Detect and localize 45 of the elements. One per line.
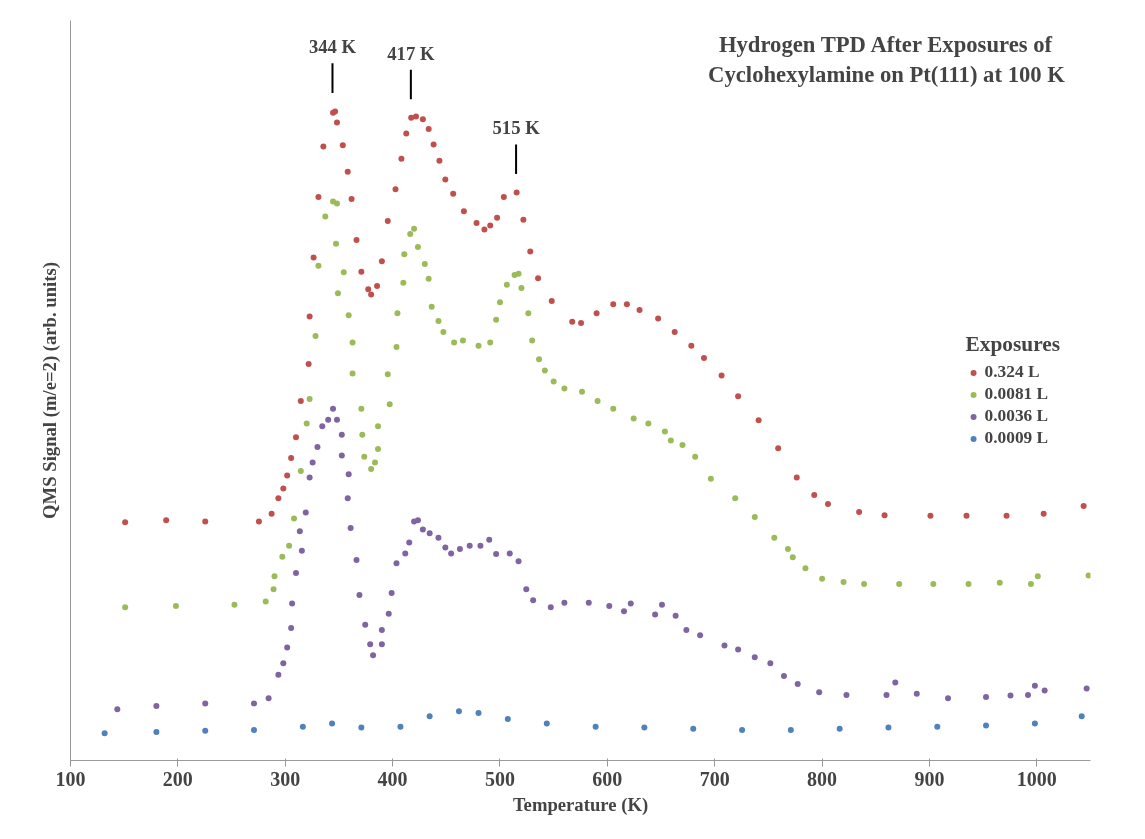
x-tick-label: 1000 <box>1016 767 1057 790</box>
point <box>787 727 794 733</box>
point <box>836 725 843 732</box>
point <box>250 727 257 733</box>
point <box>101 730 108 737</box>
point <box>934 723 941 730</box>
x-tick-label: 900 <box>914 767 945 790</box>
point <box>329 720 336 727</box>
point <box>358 724 365 731</box>
point <box>592 723 599 730</box>
annotation: 515 K <box>492 117 541 139</box>
x-tick-label: 800 <box>807 767 838 790</box>
point <box>504 715 511 722</box>
point <box>397 723 404 730</box>
point <box>426 713 433 720</box>
point <box>475 710 482 717</box>
y-axis-title: QMS Signal (m/e=2) (arb. units) <box>38 262 61 519</box>
x-tick-label: 100 <box>55 767 86 790</box>
chart-title: Hydrogen TPD After Exposures of Cyclohexylamine on Pt(111) at 100 K <box>708 31 1066 87</box>
x-tick-label: 200 <box>162 767 193 790</box>
legend-label: 0.324 L <box>984 362 1040 382</box>
annotation: 344 K <box>308 36 357 58</box>
x-tick-label: 500 <box>484 767 515 790</box>
x-axis-title: Temperature (K) <box>512 793 649 816</box>
point <box>641 724 648 731</box>
point <box>983 722 990 729</box>
point <box>739 727 746 733</box>
point <box>455 708 462 715</box>
legend-label: 0.0009 L <box>984 428 1049 448</box>
point <box>1078 713 1085 720</box>
legend-label: 0.0036 L <box>984 406 1049 426</box>
legend-title: Exposures <box>965 332 1060 357</box>
point <box>885 724 892 731</box>
x-tick-label: 700 <box>699 767 730 790</box>
annotation: 417 K <box>387 42 435 64</box>
x-tick-label: 300 <box>270 767 301 790</box>
point <box>202 727 209 734</box>
point <box>153 728 160 735</box>
point <box>1031 720 1038 727</box>
point <box>299 723 306 730</box>
legend-label: 0.0081 L <box>984 384 1049 404</box>
x-tick-label: 600 <box>592 767 623 790</box>
point <box>690 725 697 732</box>
x-tick-label: 400 <box>377 767 408 790</box>
point <box>543 720 550 727</box>
